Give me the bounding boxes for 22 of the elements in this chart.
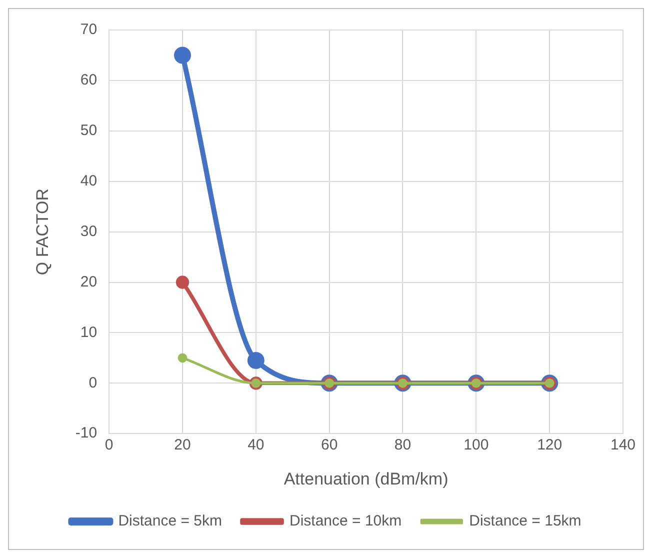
x-axis-title: Attenuation (dBm/km) [284, 469, 448, 488]
x-tick-label: 80 [394, 436, 412, 454]
legend-label: Distance = 15km [469, 512, 582, 530]
y-tick-label: 70 [80, 21, 98, 38]
x-tick-label: 0 [104, 436, 114, 454]
y-tick-label: -10 [75, 424, 98, 442]
x-tick-label: 40 [248, 436, 264, 454]
legend-label: Distance = 5km [118, 512, 222, 530]
y-tick-label: 30 [80, 222, 98, 240]
x-tick-label: 20 [174, 436, 191, 454]
y-tick-label: 50 [80, 122, 98, 140]
x-tick-label: 120 [537, 436, 562, 454]
y-tick-label: 0 [88, 374, 98, 392]
y-tick-label: 40 [80, 172, 98, 190]
x-tick-label: 100 [464, 436, 489, 454]
y-tick-label: 60 [80, 72, 98, 89]
y-axis-title: Q FACTOR [32, 188, 52, 276]
x-tick-label: 140 [610, 436, 636, 454]
y-tick-label: 10 [80, 324, 98, 341]
x-tick-label: 60 [320, 436, 338, 454]
legend-label: Distance = 10km [290, 512, 402, 530]
y-tick-label: 20 [80, 273, 98, 290]
